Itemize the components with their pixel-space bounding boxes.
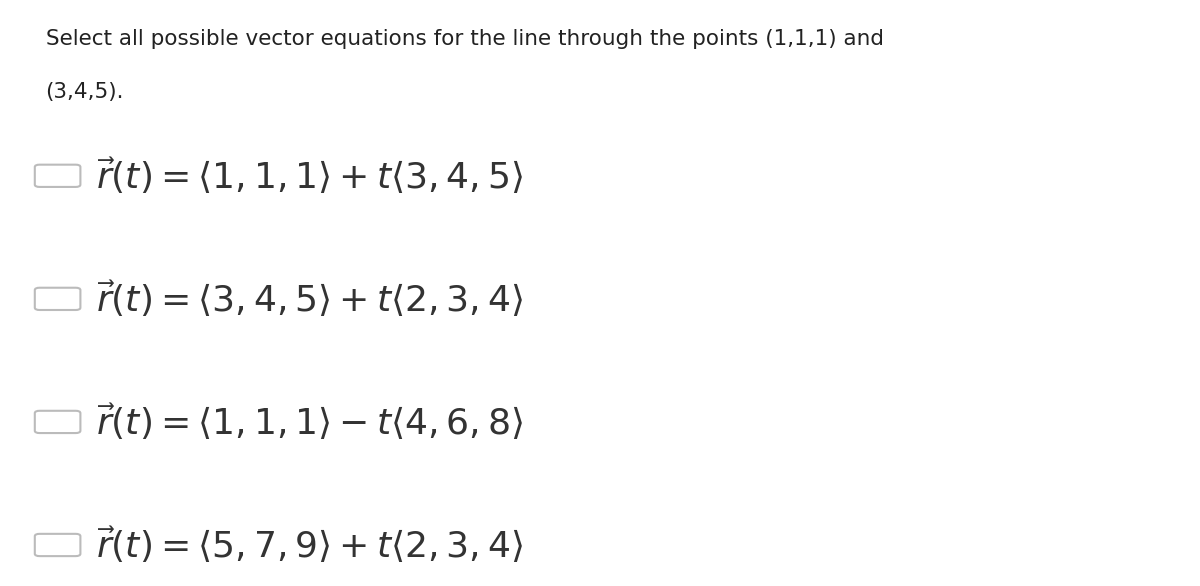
FancyBboxPatch shape [35, 165, 80, 187]
Text: (3,4,5).: (3,4,5). [46, 82, 124, 102]
FancyBboxPatch shape [35, 288, 80, 310]
Text: $\vec{r}(t) = \langle 1, 1, 1 \rangle - t\langle 4, 6, 8 \rangle$: $\vec{r}(t) = \langle 1, 1, 1 \rangle - … [96, 401, 523, 442]
FancyBboxPatch shape [35, 534, 80, 556]
Text: Select all possible vector equations for the line through the points (1,1,1) and: Select all possible vector equations for… [46, 29, 883, 49]
Text: $\vec{r}(t) = \langle 5, 7, 9 \rangle + t\langle 2, 3, 4 \rangle$: $\vec{r}(t) = \langle 5, 7, 9 \rangle + … [96, 524, 523, 565]
FancyBboxPatch shape [35, 411, 80, 433]
Text: $\vec{r}(t) = \langle 3, 4, 5 \rangle + t\langle 2, 3, 4 \rangle$: $\vec{r}(t) = \langle 3, 4, 5 \rangle + … [96, 278, 523, 319]
Text: $\vec{r}(t) = \langle 1, 1, 1 \rangle + t\langle 3, 4, 5 \rangle$: $\vec{r}(t) = \langle 1, 1, 1 \rangle + … [96, 155, 523, 196]
